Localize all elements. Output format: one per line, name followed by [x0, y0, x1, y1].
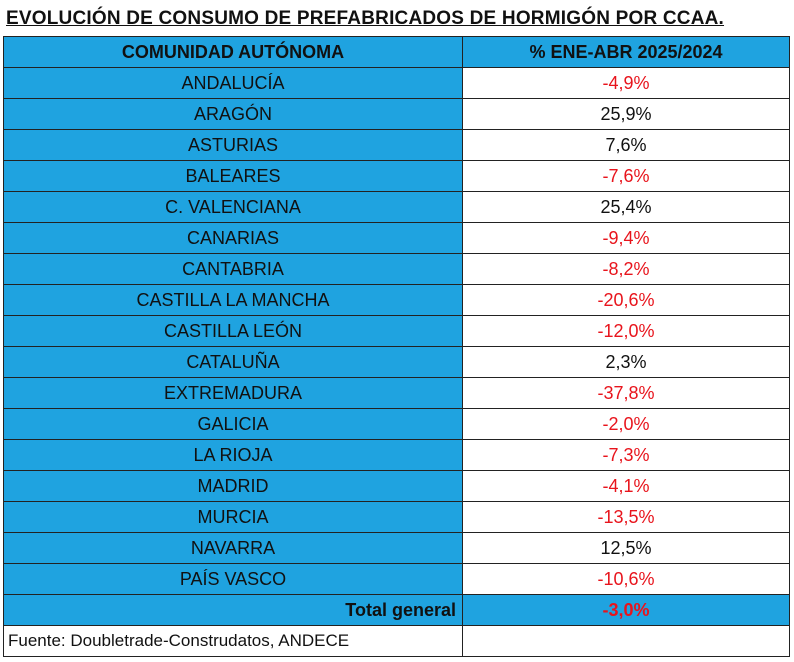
source-note: Fuente: Doubletrade-Construdatos, ANDECE	[3, 625, 463, 657]
data-row: GALICIA -2,0%	[3, 408, 790, 440]
region-cell: GALICIA	[3, 408, 463, 440]
table: COMUNIDAD AUTÓNOMA% ENE-ABR 2025/2024 AND…	[3, 36, 790, 657]
value-cell: -10,6%	[462, 563, 790, 595]
empty-cell	[462, 625, 790, 657]
value-cell: -37,8%	[462, 377, 790, 409]
region-cell: PAÍS VASCO	[3, 563, 463, 595]
data-row: ASTURIAS 7,6%	[3, 129, 790, 161]
data-row: CASTILLA LA MANCHA -20,6%	[3, 284, 790, 316]
data-row: MURCIA -13,5%	[3, 501, 790, 533]
region-cell: LA RIOJA	[3, 439, 463, 471]
data-row: EXTREMADURA -37,8%	[3, 377, 790, 409]
region-cell: EXTREMADURA	[3, 377, 463, 409]
region-cell: CASTILLA LEÓN	[3, 315, 463, 347]
region-cell: NAVARRA	[3, 532, 463, 564]
header-cell: COMUNIDAD AUTÓNOMA	[3, 36, 463, 68]
region-cell: CANTABRIA	[3, 253, 463, 285]
header-row: COMUNIDAD AUTÓNOMA% ENE-ABR 2025/2024	[3, 36, 790, 68]
region-cell: CASTILLA LA MANCHA	[3, 284, 463, 316]
value-cell: 12,5%	[462, 532, 790, 564]
value-cell: -13,5%	[462, 501, 790, 533]
value-cell: -4,1%	[462, 470, 790, 502]
value-cell: -8,2%	[462, 253, 790, 285]
region-cell: MURCIA	[3, 501, 463, 533]
data-row: CATALUÑA 2,3%	[3, 346, 790, 378]
data-row: LA RIOJA -7,3%	[3, 439, 790, 471]
total-label: Total general	[3, 594, 463, 626]
value-cell: -9,4%	[462, 222, 790, 254]
value-cell: -20,6%	[462, 284, 790, 316]
region-cell: MADRID	[3, 470, 463, 502]
data-row: CANTABRIA -8,2%	[3, 253, 790, 285]
data-row: CANARIAS -9,4%	[3, 222, 790, 254]
value-cell: 2,3%	[462, 346, 790, 378]
total-value: -3,0%	[462, 594, 790, 626]
value-cell: -12,0%	[462, 315, 790, 347]
region-cell: C. VALENCIANA	[3, 191, 463, 223]
data-row: ANDALUCÍA -4,9%	[3, 67, 790, 99]
data-row: MADRID -4,1%	[3, 470, 790, 502]
header-cell: % ENE-ABR 2025/2024	[462, 36, 790, 68]
data-row: ARAGÓN 25,9%	[3, 98, 790, 130]
total-row: Total general -3,0%	[3, 594, 790, 626]
data-row: CASTILLA LEÓN -12,0%	[3, 315, 790, 347]
value-cell: -7,6%	[462, 160, 790, 192]
region-cell: ARAGÓN	[3, 98, 463, 130]
region-cell: BALEARES	[3, 160, 463, 192]
value-cell: -7,3%	[462, 439, 790, 471]
data-row: BALEARES -7,6%	[3, 160, 790, 192]
data-row: PAÍS VASCO -10,6%	[3, 563, 790, 595]
source-row: Fuente: Doubletrade-Construdatos, ANDECE	[3, 625, 790, 657]
value-cell: 25,9%	[462, 98, 790, 130]
region-cell: ASTURIAS	[3, 129, 463, 161]
value-cell: -2,0%	[462, 408, 790, 440]
data-row: NAVARRA 12,5%	[3, 532, 790, 564]
data-row: C. VALENCIANA 25,4%	[3, 191, 790, 223]
value-cell: 7,6%	[462, 129, 790, 161]
value-cell: 25,4%	[462, 191, 790, 223]
value-cell: -4,9%	[462, 67, 790, 99]
region-cell: CANARIAS	[3, 222, 463, 254]
region-cell: CATALUÑA	[3, 346, 463, 378]
title: EVOLUCIÓN DE CONSUMO DE PREFABRICADOS DE…	[6, 8, 725, 29]
region-cell: ANDALUCÍA	[3, 67, 463, 99]
